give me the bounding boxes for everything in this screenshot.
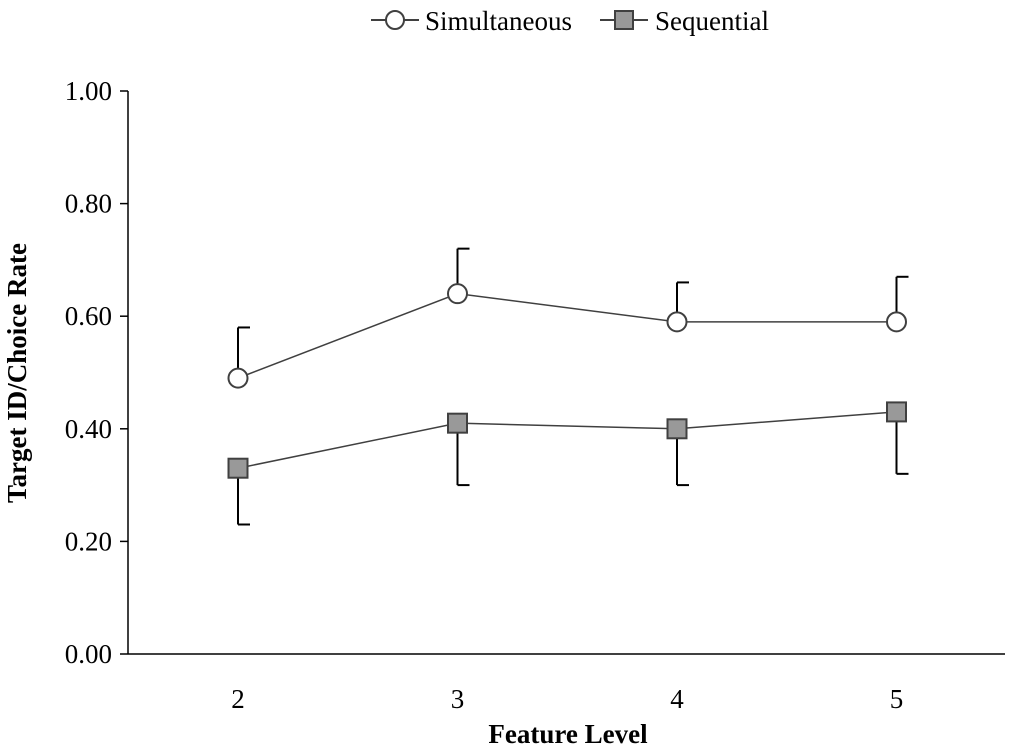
legend-marker-simultaneous bbox=[385, 10, 405, 30]
x-tick-label: 2 bbox=[231, 684, 245, 714]
y-tick-label: 0.20 bbox=[65, 526, 112, 556]
x-tick-label: 5 bbox=[890, 684, 904, 714]
data-point bbox=[886, 311, 907, 333]
data-point bbox=[227, 457, 249, 479]
series-line bbox=[237, 411, 897, 469]
series-layer bbox=[227, 247, 909, 526]
x-tick-label: 3 bbox=[451, 684, 465, 714]
x-tick-label: 4 bbox=[670, 684, 684, 714]
y-tick-label: 0.80 bbox=[65, 189, 112, 219]
series-sequential bbox=[227, 401, 909, 526]
y-tick-label: 0.00 bbox=[65, 639, 112, 669]
y-axis-title: Target ID/Choice Rate bbox=[2, 243, 32, 503]
y-tick-label: 1.00 bbox=[65, 76, 112, 106]
legend-label-simultaneous: Simultaneous bbox=[425, 6, 572, 36]
data-point bbox=[666, 311, 688, 333]
series-simultaneous bbox=[227, 247, 909, 389]
y-tick-label: 0.60 bbox=[65, 301, 112, 331]
legend: Simultaneous Sequential bbox=[371, 6, 769, 36]
data-point bbox=[666, 418, 688, 440]
data-point bbox=[886, 401, 907, 423]
x-ticks: 2 3 4 5 bbox=[231, 684, 903, 714]
data-point bbox=[227, 367, 249, 389]
legend-marker-sequential bbox=[614, 10, 634, 30]
data-point bbox=[447, 283, 468, 305]
x-axis-title: Feature Level bbox=[488, 719, 648, 749]
data-point bbox=[447, 412, 468, 434]
legend-label-sequential: Sequential bbox=[655, 6, 769, 36]
y-tick-label: 0.40 bbox=[65, 414, 112, 444]
y-ticks: 0.00 0.20 0.40 0.60 0.80 1.00 bbox=[65, 76, 128, 669]
series-line bbox=[237, 292, 897, 379]
